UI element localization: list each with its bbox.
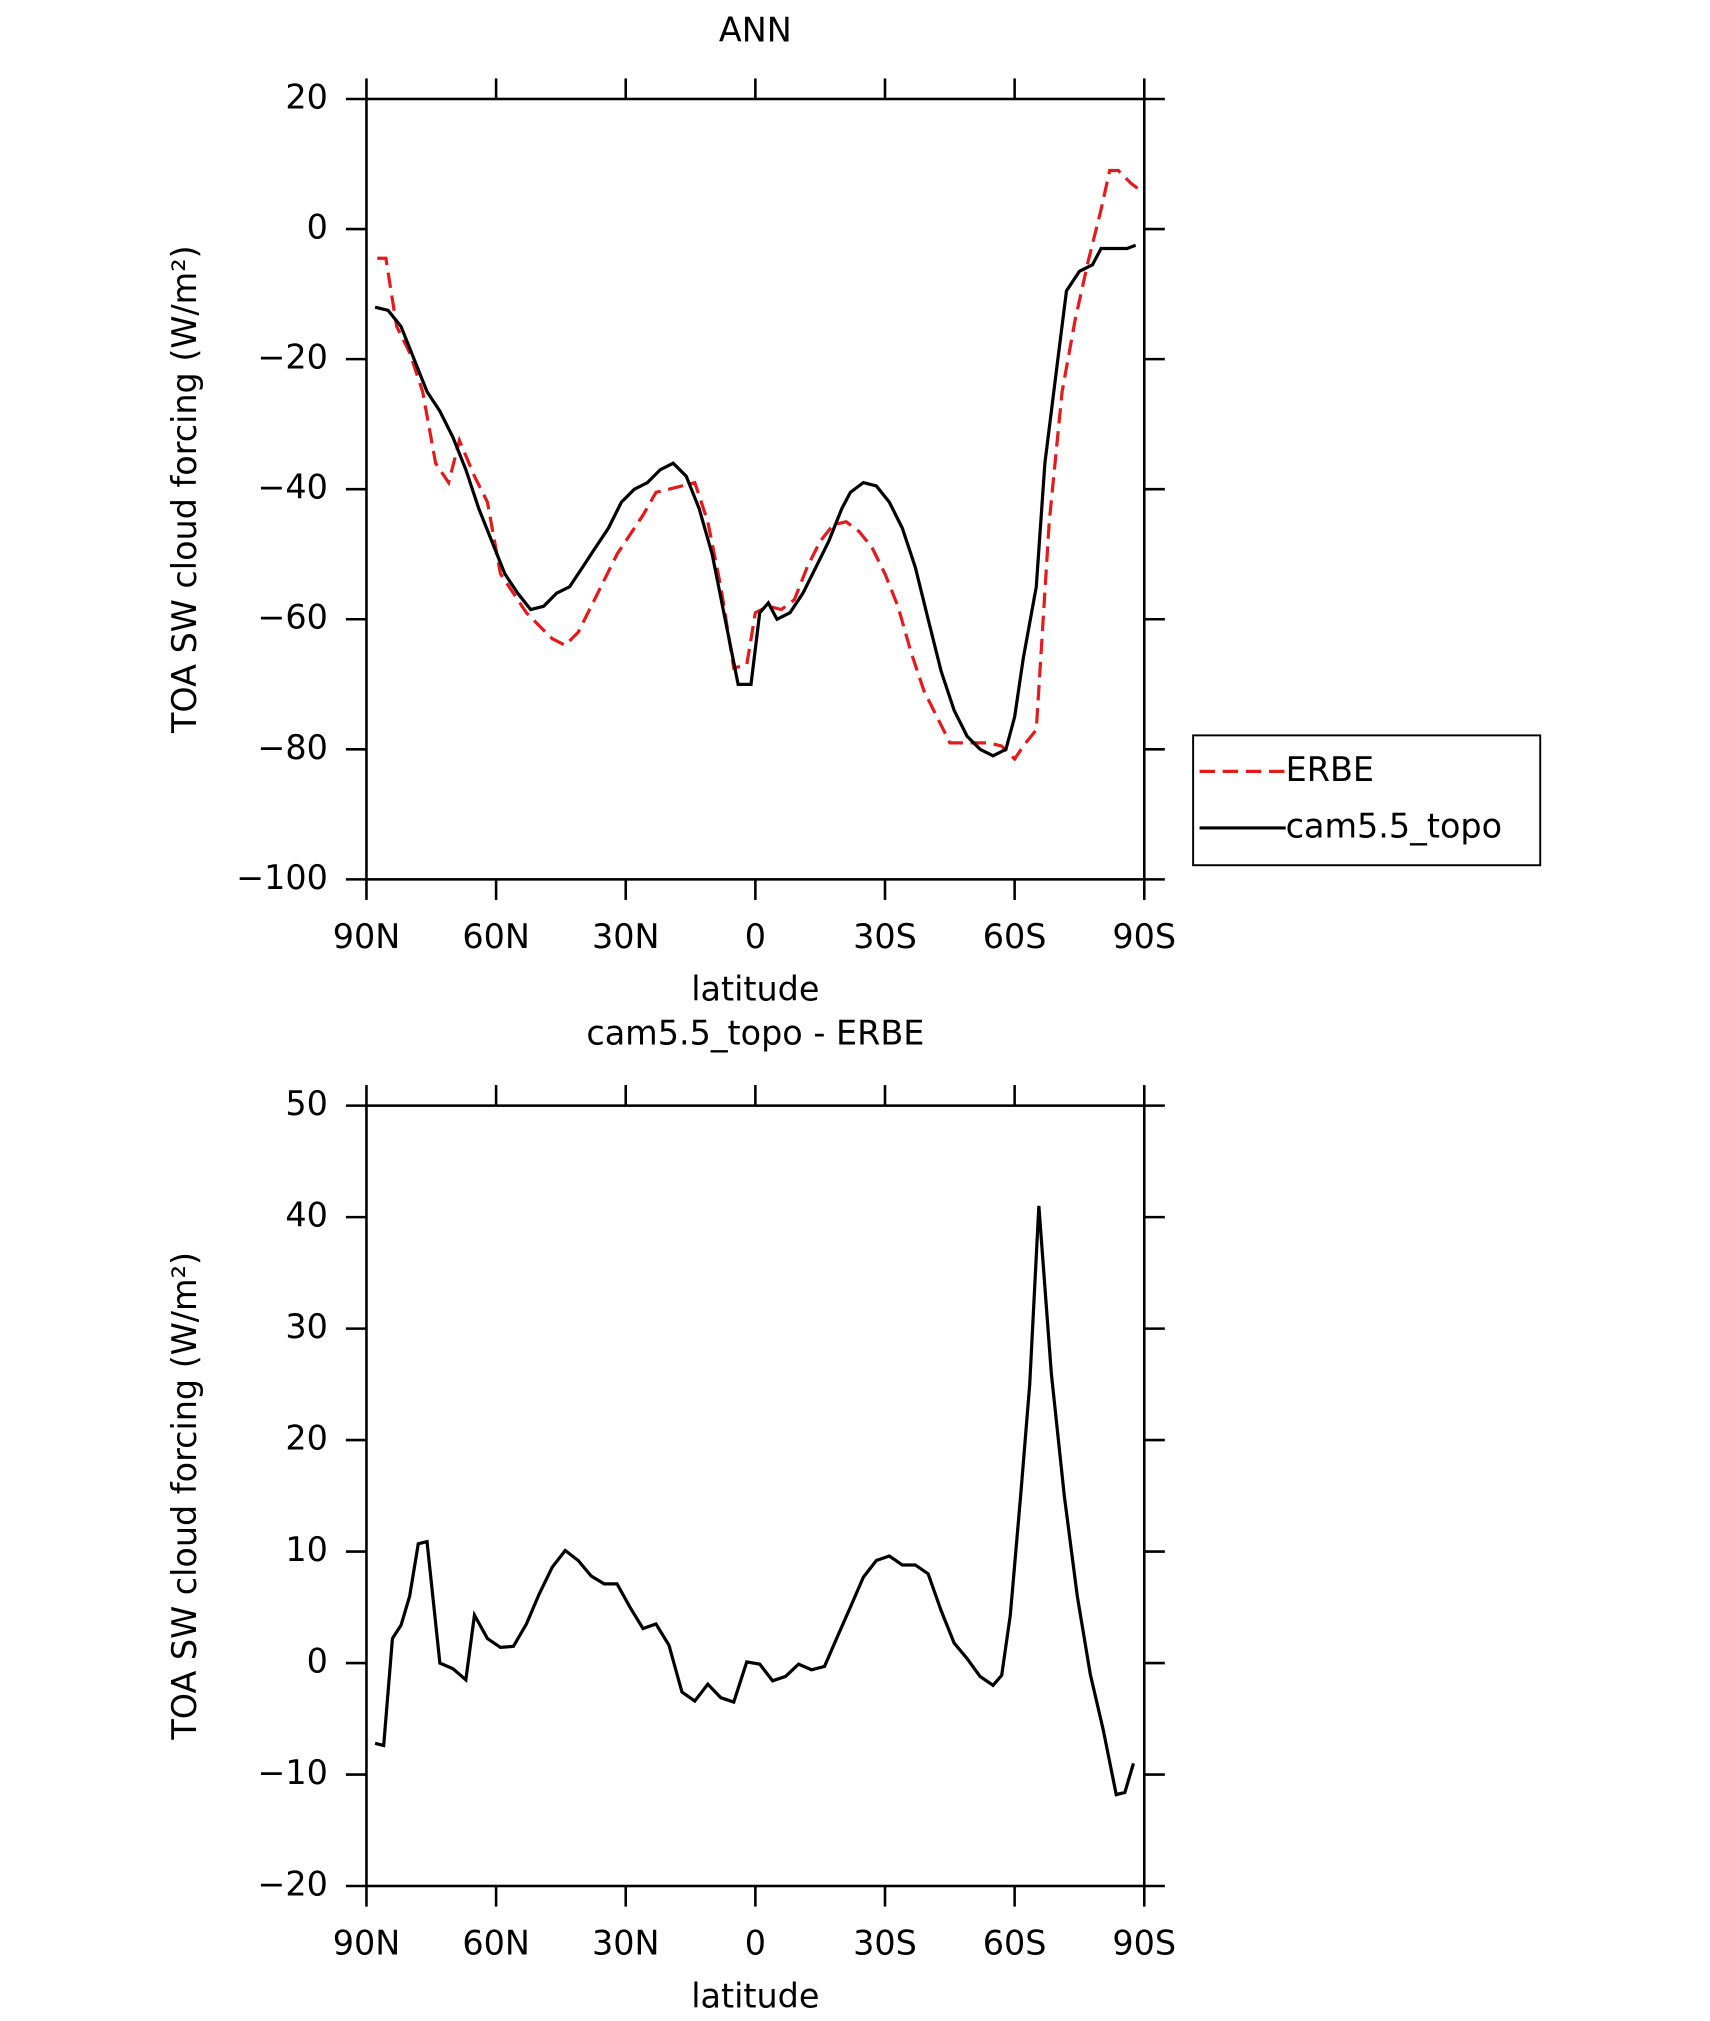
y-tick-label: −20: [257, 338, 328, 377]
y-tick-label: 10: [285, 1530, 328, 1569]
y-tick-label: −100: [236, 858, 328, 897]
y-tick-label: 30: [285, 1307, 328, 1346]
legend-label: cam5.5_topo: [1286, 806, 1502, 845]
x-tick-label: 30S: [853, 1924, 917, 1963]
x-tick-label: 90S: [1112, 917, 1176, 956]
chart-title: ANN: [719, 11, 792, 50]
data-line: [377, 168, 1141, 762]
x-tick-label: 90N: [333, 917, 401, 956]
x-tick-label: 30N: [592, 1924, 660, 1963]
y-tick-label: 50: [285, 1084, 328, 1123]
legend-label: ERBE: [1286, 750, 1374, 789]
y-tick-label: 20: [285, 1419, 328, 1458]
x-tick-label: 60S: [983, 917, 1047, 956]
plot-frame: [365, 97, 1146, 881]
x-tick-label: 90N: [333, 1924, 401, 1963]
y-tick-label: −80: [257, 728, 328, 767]
y-tick-label: −40: [257, 468, 328, 507]
x-tick-label: 90S: [1112, 1924, 1176, 1963]
x-axis-label: latitude: [691, 970, 819, 1009]
x-tick-label: 60N: [462, 917, 530, 956]
legend-box: [1192, 734, 1542, 867]
data-line: [374, 243, 1137, 758]
y-tick-label: −10: [257, 1753, 328, 1792]
x-axis-label: latitude: [691, 1976, 819, 2015]
y-tick-label: −20: [257, 1865, 328, 1904]
y-tick-label: 0: [307, 1642, 328, 1681]
plot-frame: [365, 1104, 1146, 1888]
y-tick-label: 40: [285, 1196, 328, 1235]
y-tick-label: 20: [285, 77, 328, 116]
y-axis-label: TOA SW cloud forcing (W/m²): [165, 1252, 204, 1741]
chart-title: cam5.5_topo - ERBE: [586, 1013, 924, 1052]
data-line: [374, 1205, 1136, 1797]
y-tick-label: −60: [257, 598, 328, 637]
y-axis-label: TOA SW cloud forcing (W/m²): [165, 245, 204, 734]
x-tick-label: 60N: [462, 1924, 530, 1963]
y-tick-label: 0: [307, 208, 328, 247]
x-tick-label: 60S: [983, 1924, 1047, 1963]
x-tick-label: 30S: [853, 917, 917, 956]
x-tick-label: 30N: [592, 917, 660, 956]
x-tick-label: 0: [745, 917, 766, 956]
x-tick-label: 0: [745, 1924, 766, 1963]
